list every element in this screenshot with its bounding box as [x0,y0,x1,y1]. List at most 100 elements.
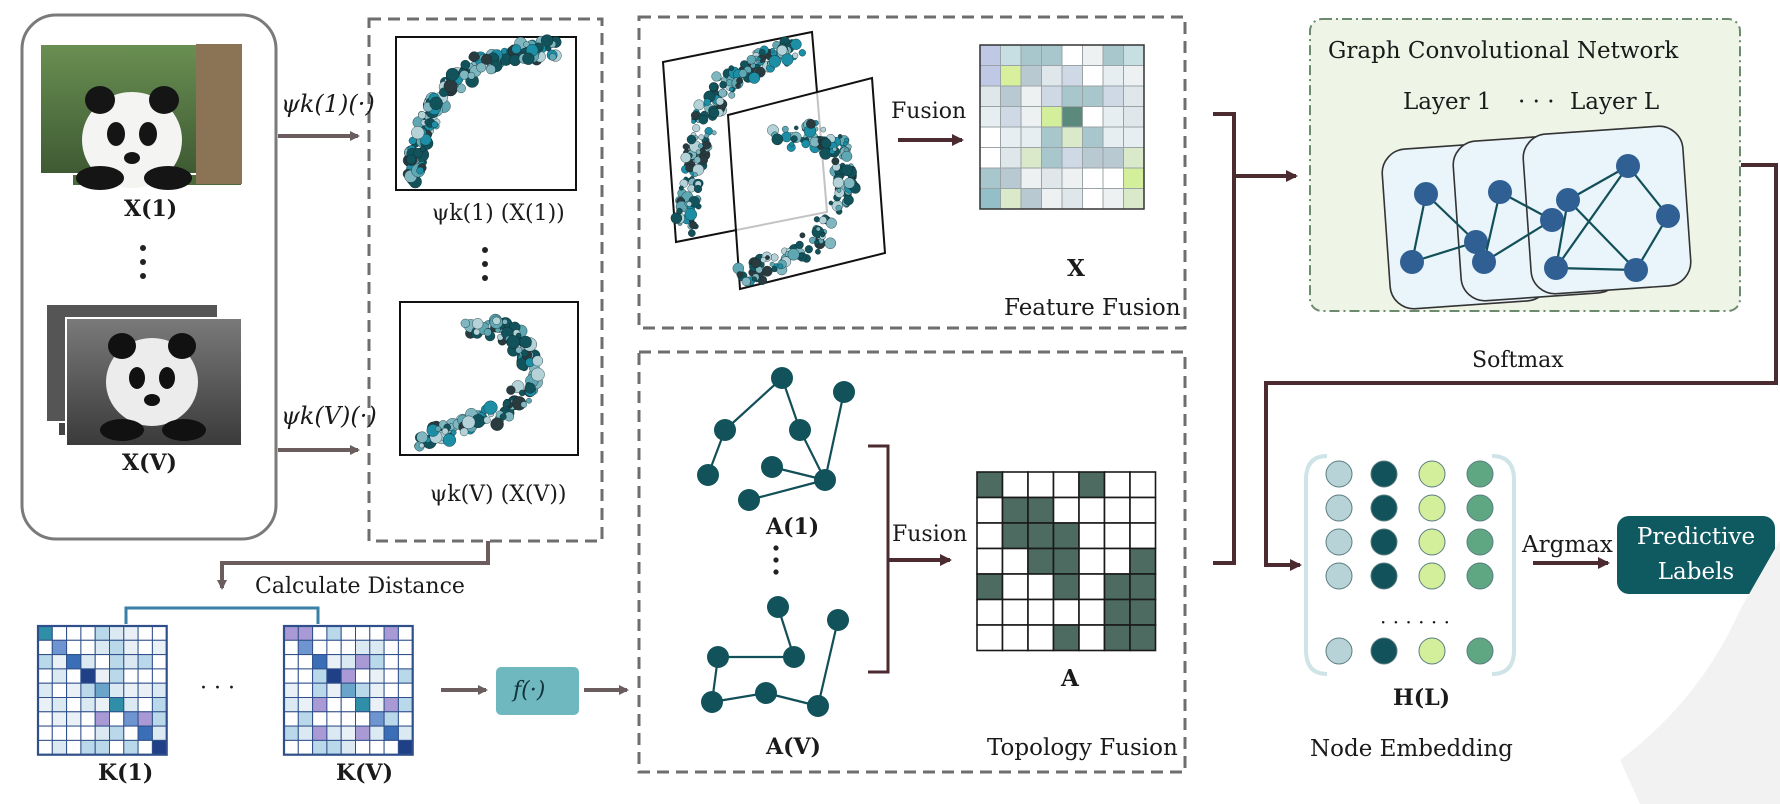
scatter-dot [792,52,799,59]
scatter-dot [418,442,425,449]
kernel-cell [397,625,414,641]
scatter-dot [548,53,557,61]
feature-matrix-cell [1020,106,1042,128]
psi-first-label: ψk(1)(·) [281,90,375,118]
scatter-dot [756,56,761,62]
graph-edge [1555,266,1637,272]
adjacency-cell [1078,496,1106,524]
scatter-dot [736,77,744,85]
kernel-cell [109,625,125,641]
argmax-label: Argmax [1522,532,1613,558]
feature-matrix-cell [1000,44,1022,66]
kernel-cell [326,711,342,727]
feature-matrix-cell [1061,65,1083,87]
kernel-cell [80,625,96,641]
kernel-cell [80,711,96,727]
kernel-cell [383,654,399,670]
adjacency-matrix-label: A [1061,665,1079,692]
feature-matrix-cell [1061,85,1083,107]
kernel-cell [283,725,299,741]
scatter-dot [685,163,694,173]
kernel-cell [340,725,357,741]
kernel-cell [312,668,328,684]
embedding-node [1418,637,1446,665]
scatter-dot [670,212,683,224]
scatter-dot [819,216,828,225]
feature-matrix-cell [1123,188,1145,210]
adjacency-cell [1052,624,1080,652]
scatter-dot [698,143,704,149]
scatter-dot [682,143,690,150]
kernel-cell [297,739,314,756]
feature-matrix-cell [1041,147,1063,169]
scatter-dot [760,256,767,263]
kernel-cell [383,725,399,741]
kernel-cell [151,725,168,741]
embedding-node [1370,494,1398,522]
scatter-dot [771,133,784,146]
scatter-dot [741,277,751,287]
kernel-cell [340,639,357,656]
scatter-dot [680,152,692,163]
kernel-cell [383,697,399,713]
kernel-cell [51,697,68,713]
kernel-cell [94,625,110,641]
kernel-border [282,624,414,756]
scatter-dot [684,208,697,221]
embedding-last-label: ψk(V) (X(V)) [430,482,567,507]
panda-grayscale-stack-icon [45,303,245,449]
embedding-node [1466,637,1494,665]
scatter-dot [429,96,443,111]
feature-matrix-cell [979,167,1001,189]
kernel-cell [137,668,153,684]
kernel-cell [37,697,53,713]
scatter-dot [828,200,834,206]
adjacency-cell [1027,573,1055,601]
scatter-dot [814,240,820,246]
feature-matrix-cell [1000,126,1022,148]
scatter-dot [540,34,554,47]
adjacency-cell [1078,547,1106,575]
embedding-node [1466,528,1494,556]
kernel-cell [326,697,342,713]
scatter-dot [820,138,832,149]
kernel-cell [66,725,82,741]
scatter-dot [815,248,821,255]
feature-matrix-cell [1123,126,1145,148]
embedding-node [1418,562,1446,590]
graph-node [1544,256,1568,280]
predictive-labels-line1: Predictive [1636,524,1756,550]
scatter-dot [460,318,470,329]
kernel-cell [37,711,53,727]
scatter-dot [678,185,684,191]
scatter-dot [408,136,417,145]
kernel-ellipsis: · · · [200,676,235,701]
kernel-cell [326,739,342,756]
topology-fusion-frame [637,350,1187,774]
graph-edge [823,391,846,481]
scatter-dot [820,232,826,238]
scatter-dot [467,71,476,80]
scatter-dot [771,266,778,273]
scatter-dot [499,413,507,421]
kernel-cell [355,725,371,741]
embedding-bracket-left [1304,454,1328,676]
kernel-cell [137,739,153,756]
kernel-cell [397,711,414,727]
kernel-cell [283,668,299,684]
embedding-node [1325,460,1353,488]
kernel-cell [340,711,357,727]
scatter-dot [843,177,856,189]
function-box [496,667,579,715]
kernel-cell [51,639,68,656]
kernel-cell [283,697,299,713]
kernel-border [36,624,168,756]
kernel-first-label: K(1) [98,760,154,786]
embedding-last-scatter [414,313,545,452]
feature-matrix-cell [1123,65,1145,87]
feature-matrix-cell [1082,188,1104,210]
feature-matrix-cell [1000,188,1022,210]
scatter-dot [506,385,516,395]
scatter-dot [461,415,476,430]
